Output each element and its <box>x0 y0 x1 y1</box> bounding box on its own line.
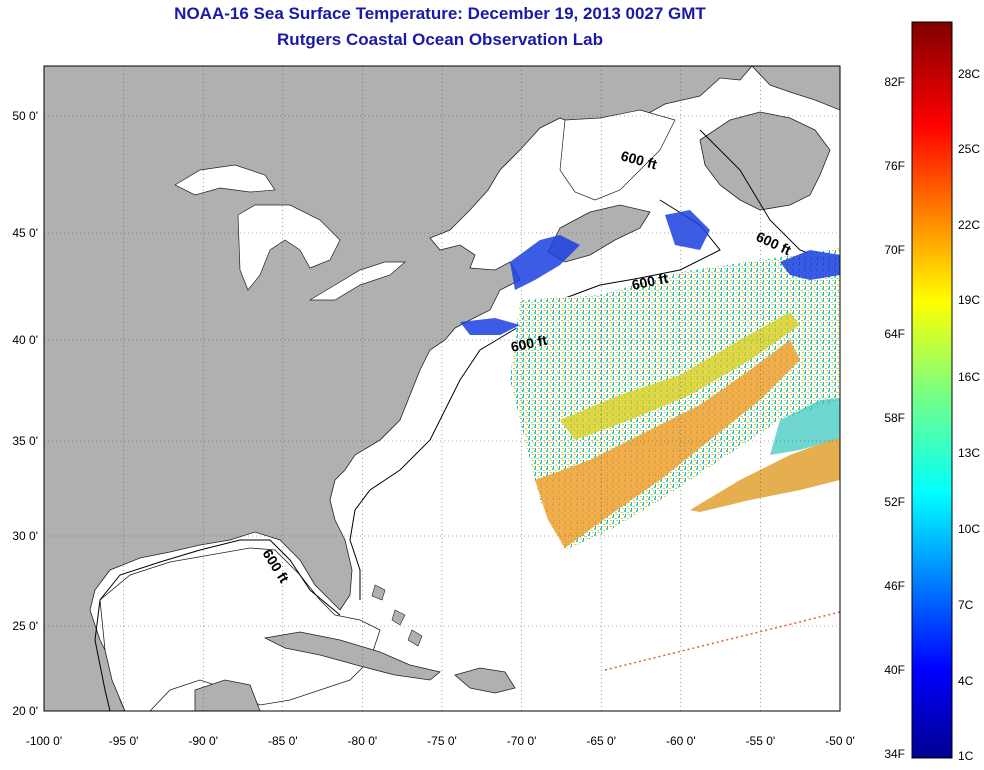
labrador-land <box>751 66 840 111</box>
map-subtitle: Rutgers Coastal Ocean Observation Lab <box>277 30 603 49</box>
colorbar-celsius-label: 25C <box>958 142 980 156</box>
longitude-label: -100 0' <box>26 734 62 748</box>
colorbar-celsius-label: 4C <box>958 674 974 688</box>
hispaniola-land <box>454 667 516 694</box>
longitude-label: -75 0' <box>427 734 457 748</box>
cuba-land <box>263 631 441 681</box>
colorbar-fahrenheit-label: 52F <box>884 495 905 509</box>
longitude-labels: -100 0' -95 0' -90 0' -85 0' -80 0' -75 0' -70… <box>26 734 855 748</box>
latitude-label: 45 0' <box>12 226 38 240</box>
latitude-label: 30 0' <box>12 529 38 543</box>
sst-warm-band <box>535 340 800 548</box>
latitude-label: 40 0' <box>12 333 38 347</box>
newfoundland-land <box>699 111 831 211</box>
latitude-label: 35 0' <box>12 434 38 448</box>
longitude-label: -50 0' <box>825 734 855 748</box>
colorbar-fahrenheit-label: 58F <box>884 411 905 425</box>
sst-east-swath <box>690 438 840 512</box>
colorbar-fahrenheit-label: 82F <box>884 75 905 89</box>
latitude-label: 20 0' <box>12 704 38 718</box>
graticule <box>44 66 840 711</box>
colorbar-celsius-label: 28C <box>958 67 980 81</box>
latitude-labels: 50 0' 45 0' 40 0' 35 0' 30 0' 25 0' 20 0' <box>12 109 38 718</box>
colorbar-celsius-label: 19C <box>958 293 980 307</box>
north-america-land <box>44 66 753 711</box>
bahamas <box>371 584 423 647</box>
colorbar-fahrenheit-label: 40F <box>884 663 905 677</box>
colorbar-celsius-label: 10C <box>958 522 980 536</box>
depth-label: 600 ft <box>630 270 669 293</box>
colorbar-celsius-label: 1C <box>958 749 974 763</box>
sst-warm-band-2 <box>560 312 800 440</box>
colorbar-fahrenheit-label: 76F <box>884 159 905 173</box>
colorbar-celsius-label: 7C <box>958 598 974 612</box>
map-title: NOAA-16 Sea Surface Temperature: Decembe… <box>174 4 706 23</box>
longitude-label: -65 0' <box>586 734 616 748</box>
gulf-of-mexico <box>99 547 381 711</box>
colorbar-celsius-label: 13C <box>958 446 980 460</box>
lake-erie-ontario <box>308 261 406 301</box>
colorbar-fahrenheit-label: 34F <box>884 747 905 761</box>
colorbar-celsius-label: 22C <box>958 218 980 232</box>
lake-superior <box>174 164 276 196</box>
longitude-label: -55 0' <box>746 734 776 748</box>
colorbar <box>911 21 953 759</box>
longitude-label: -90 0' <box>188 734 218 748</box>
colorbar-fahrenheit-label: 46F <box>884 579 905 593</box>
map-border <box>43 65 841 712</box>
latitude-label: 25 0' <box>12 619 38 633</box>
colorbar-celsius-label: 16C <box>958 370 980 384</box>
sst-east-cool <box>770 398 840 455</box>
longitude-label: -85 0' <box>268 734 298 748</box>
sst-thin-track <box>604 611 840 671</box>
colorbar-fahrenheit-label: 70F <box>884 243 905 257</box>
colorbar-celsius-labels: 28C 25C 22C 19C 16C 13C 10C 7C 4C 1C <box>958 67 980 763</box>
longitude-label: -70 0' <box>507 734 537 748</box>
colorbar-fahrenheit-label: 64F <box>884 327 905 341</box>
lake-michigan-huron <box>237 204 341 291</box>
yucatan-land <box>194 679 261 711</box>
sst-cold-north <box>460 210 840 335</box>
longitude-label: -80 0' <box>348 734 378 748</box>
latitude-label: 50 0' <box>12 109 38 123</box>
depth-label: 600 ft <box>509 332 548 355</box>
st-lawrence-gulf <box>559 109 676 201</box>
longitude-label: -60 0' <box>666 734 696 748</box>
longitude-label: -95 0' <box>109 734 139 748</box>
colorbar-fahrenheit-labels: 82F 76F 70F 64F 58F 52F 46F 40F 34F <box>884 75 905 761</box>
